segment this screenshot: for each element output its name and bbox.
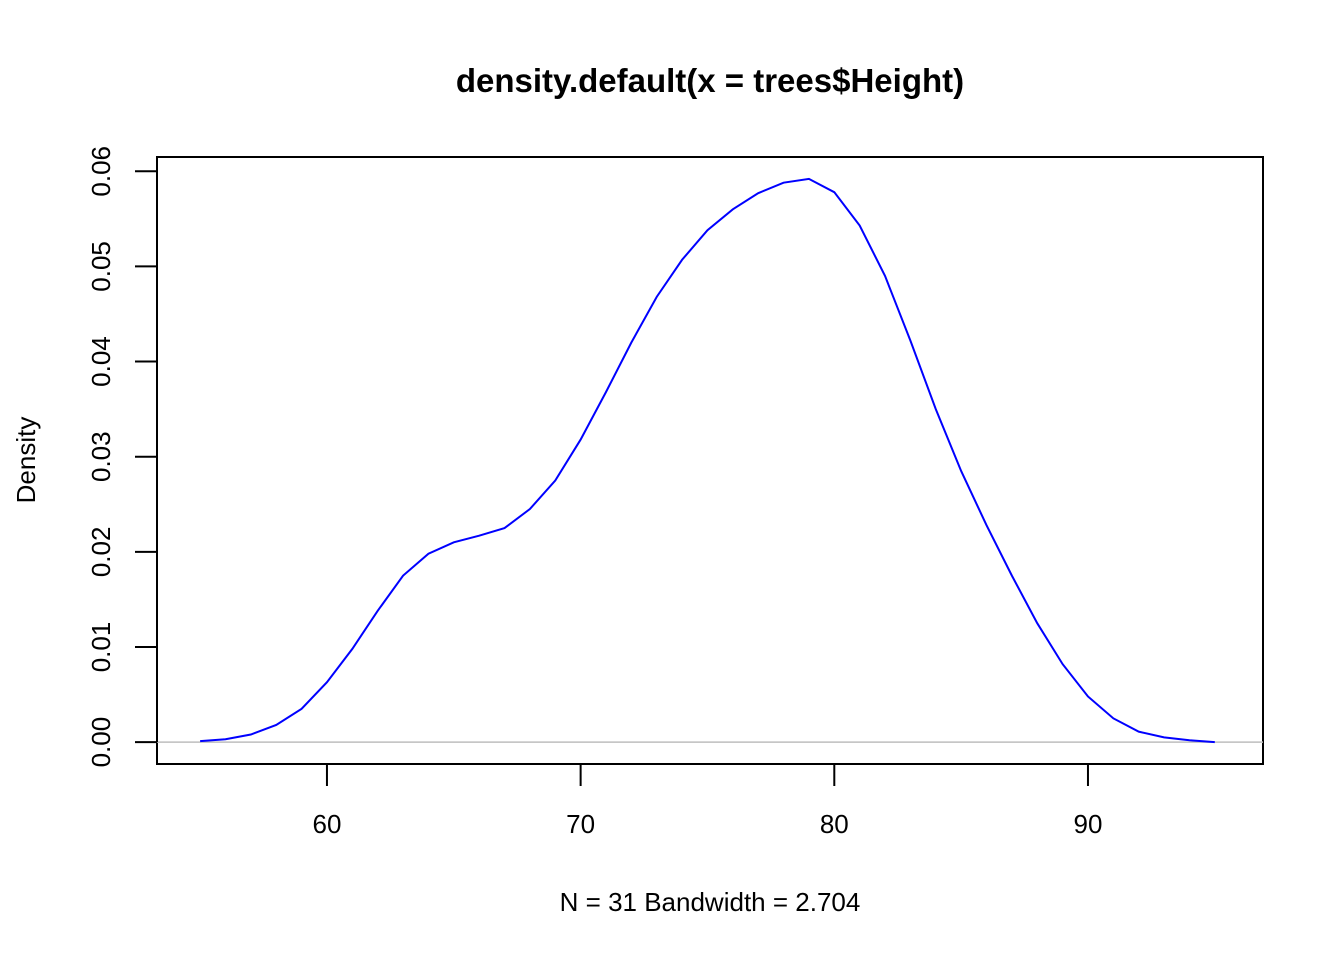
y-tick-label: 0.00 [86, 717, 116, 768]
x-axis: 60 70 80 90 [312, 763, 1103, 839]
y-tick-label: 0.02 [86, 527, 116, 578]
y-tick-label: 0.03 [86, 431, 116, 482]
y-tick-label: 0.04 [86, 336, 116, 387]
density-curve [200, 177, 1215, 744]
chart-title: density.default(x = trees$Height) [456, 62, 964, 99]
y-tick-label: 0.01 [86, 622, 116, 673]
y-tick-label: 0.06 [86, 146, 116, 197]
y-tick-label: 0.05 [86, 241, 116, 292]
x-tick-label: 80 [820, 809, 849, 839]
y-axis-label: Density [11, 417, 41, 504]
plot-frame [156, 156, 1264, 765]
x-axis-label: N = 31 Bandwidth = 2.704 [560, 887, 861, 917]
x-tick-label: 70 [566, 809, 595, 839]
x-tick-label: 60 [312, 809, 341, 839]
x-tick-label: 90 [1074, 809, 1103, 839]
y-axis: 0.00 0.01 0.02 0.03 0.04 0.05 0.06 [86, 146, 158, 768]
